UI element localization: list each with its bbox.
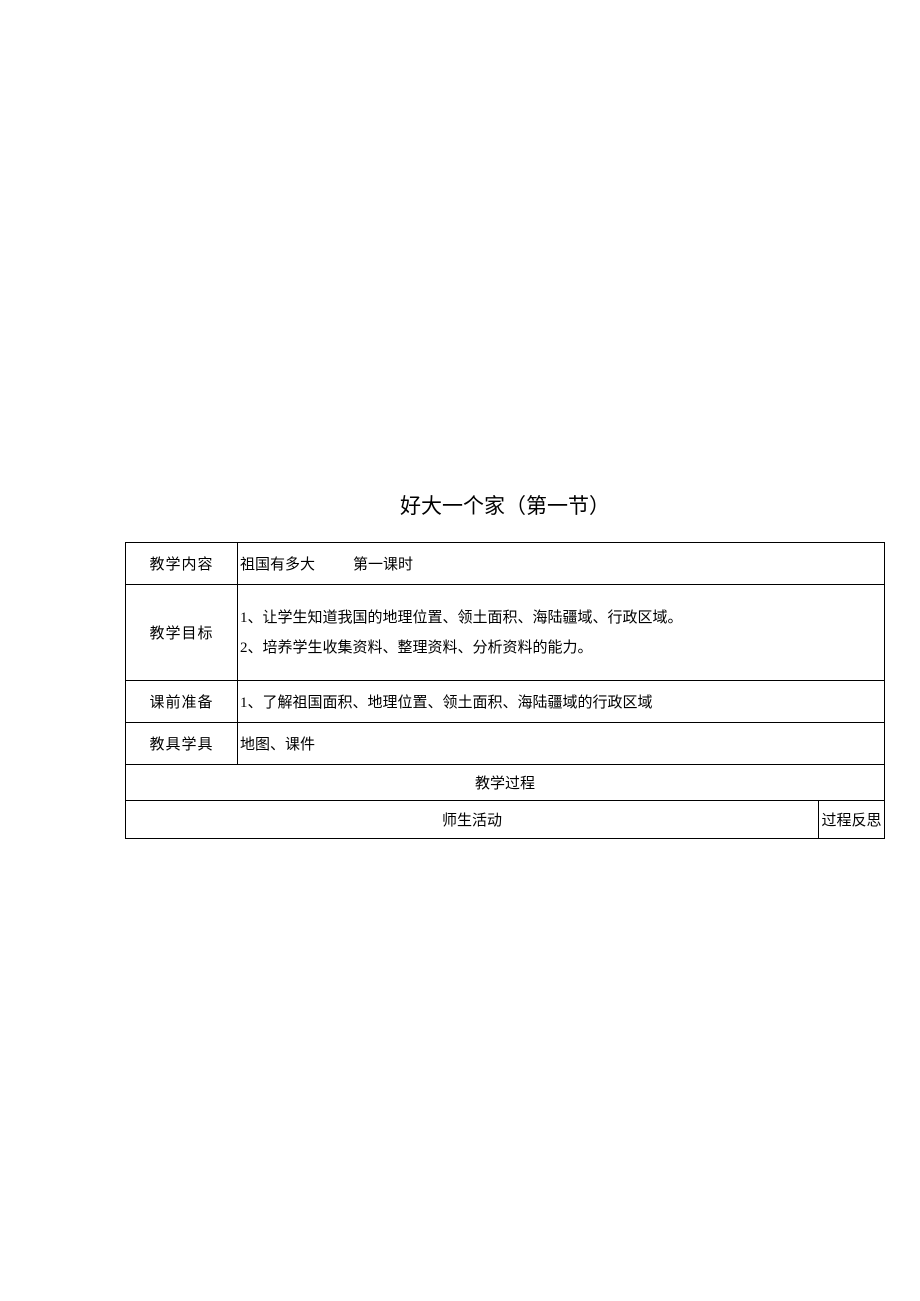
cell-tools: 地图、课件: [238, 723, 885, 765]
table-row-content: 教学内容 祖国有多大 第一课时: [126, 543, 885, 585]
document-title: 好大一个家（第一节）: [125, 490, 885, 520]
table-row-process-header: 教学过程: [126, 765, 885, 801]
table-row-goals: 教学目标 1、让学生知道我国的地理位置、领土面积、海陆疆域、行政区域。 2、培养…: [126, 585, 885, 681]
cell-reflection-header: 过程反思: [819, 801, 885, 839]
cell-preparation: 1、了解祖国面积、地理位置、领土面积、海陆疆域的行政区域: [238, 681, 885, 723]
label-tools: 教具学具: [126, 723, 238, 765]
cell-teaching-content: 祖国有多大 第一课时: [238, 543, 885, 585]
lesson-plan-table: 教学内容 祖国有多大 第一课时 教学目标 1、让学生知道我国的地理位置、领土面积、…: [125, 542, 885, 839]
page-container: 好大一个家（第一节） 教学内容 祖国有多大 第一课时 教学目标 1、让学生知道我国…: [0, 0, 920, 1301]
cell-process-header: 教学过程: [126, 765, 885, 801]
cell-activity-header: 师生活动: [126, 801, 819, 839]
label-teaching-goals: 教学目标: [126, 585, 238, 681]
content-text-1: 祖国有多大: [240, 557, 315, 573]
table-row-activity-header: 师生活动 过程反思: [126, 801, 885, 839]
table-row-preparation: 课前准备 1、了解祖国面积、地理位置、领土面积、海陆疆域的行政区域: [126, 681, 885, 723]
cell-teaching-goals: 1、让学生知道我国的地理位置、领土面积、海陆疆域、行政区域。 2、培养学生收集资…: [238, 585, 885, 681]
content-text-2: 第一课时: [353, 557, 413, 573]
goals-line-2: 2、培养学生收集资料、整理资料、分析资料的能力。: [240, 633, 880, 663]
label-preparation: 课前准备: [126, 681, 238, 723]
label-teaching-content: 教学内容: [126, 543, 238, 585]
table-row-tools: 教具学具 地图、课件: [126, 723, 885, 765]
goals-line-1: 1、让学生知道我国的地理位置、领土面积、海陆疆域、行政区域。: [240, 603, 880, 633]
